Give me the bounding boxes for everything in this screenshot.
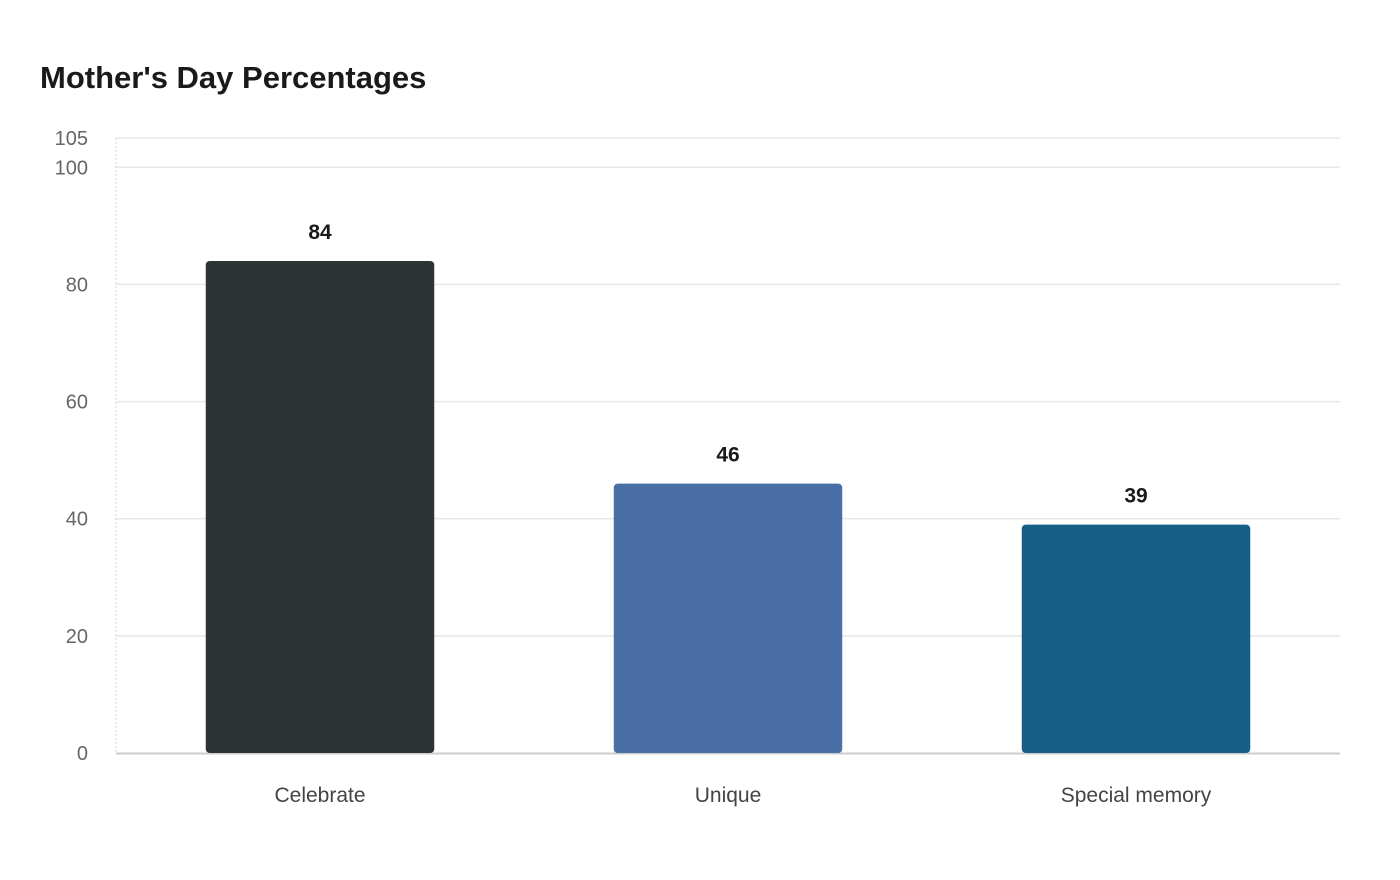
bar-value-label: 39 <box>1124 485 1147 508</box>
bars <box>205 261 1251 753</box>
y-tick-label: 20 <box>66 626 88 648</box>
x-category-label: Special memory <box>1061 784 1212 807</box>
y-tick-label: 80 <box>66 274 88 296</box>
y-tick-label: 105 <box>55 128 88 150</box>
x-category-label: Unique <box>695 784 762 807</box>
bar-value-label: 46 <box>716 444 739 467</box>
y-tick-label: 40 <box>66 509 88 531</box>
bar-celebrate <box>205 261 435 753</box>
bar-special-memory <box>1021 524 1251 753</box>
chart-title: Mother's Day Percentages <box>40 60 427 95</box>
bar-unique <box>613 483 843 753</box>
x-category-label: Celebrate <box>274 784 365 807</box>
bar-value-label: 84 <box>308 221 332 244</box>
y-tick-label: 60 <box>66 392 88 414</box>
axes <box>115 138 1340 755</box>
y-tick-label: 0 <box>77 743 88 765</box>
labels: 0 20 40 60 80 100 105 84 Celebrate 46 Unique 39 Spec… <box>55 128 1212 807</box>
y-tick-label: 100 <box>55 157 88 179</box>
